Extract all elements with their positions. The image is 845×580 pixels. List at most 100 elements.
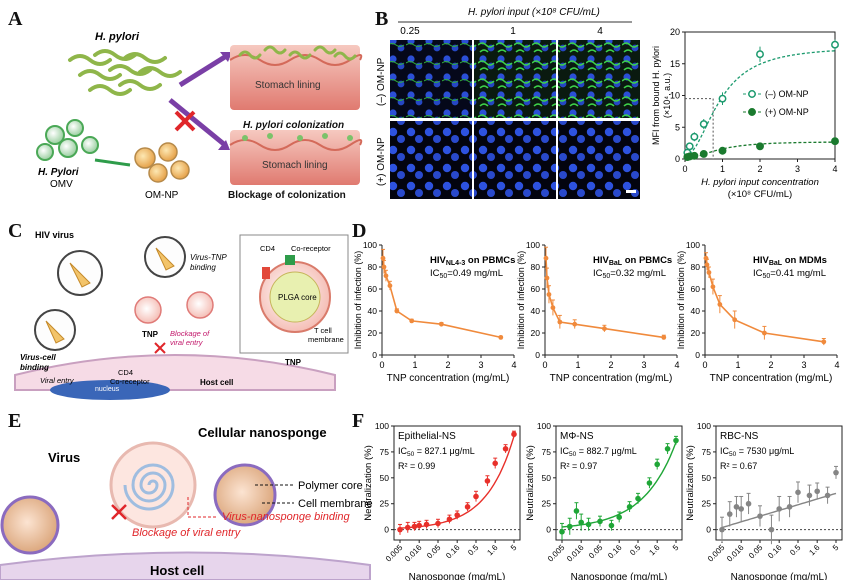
y-tick-label: 80 bbox=[368, 262, 378, 272]
data-point bbox=[795, 490, 801, 496]
b-row-label: (–) OM-NP bbox=[376, 57, 387, 106]
y-tick-label: 50 bbox=[542, 473, 552, 483]
data-point bbox=[719, 527, 725, 533]
y-tick-label: 15 bbox=[670, 59, 680, 69]
virus-icon bbox=[111, 443, 195, 527]
omnp-label: OM-NP bbox=[145, 190, 179, 201]
c-inset-cd4: CD4 bbox=[260, 244, 275, 253]
chart-title: Epithelial-NS bbox=[398, 431, 456, 442]
y-tick-label: 60 bbox=[368, 284, 378, 294]
hiv-virus-icon bbox=[35, 310, 75, 350]
plot-frame bbox=[556, 426, 682, 540]
x-axis-label: TNP concentration (mg/mL) bbox=[550, 373, 673, 384]
data-point bbox=[738, 506, 744, 512]
y-tick-label: 0 bbox=[372, 350, 377, 360]
data-point bbox=[705, 262, 710, 267]
y-tick-label: 100 bbox=[375, 421, 389, 431]
y-axis-label: MFI from bound H. pylori bbox=[651, 46, 661, 145]
cd4-receptor-icon bbox=[262, 267, 270, 279]
x-tick-label: 5 bbox=[671, 543, 681, 553]
chart-title: RBC-NS bbox=[720, 431, 759, 442]
data-point bbox=[424, 522, 430, 528]
data-point bbox=[661, 335, 666, 340]
x-tick-label: 3 bbox=[478, 360, 483, 370]
x-tick-label: 2 bbox=[768, 360, 773, 370]
arrow-icon bbox=[180, 55, 228, 85]
x-tick-label: 2 bbox=[757, 164, 762, 174]
tnp-particle-icon bbox=[135, 297, 161, 323]
ic50-label: IC50=0.49 mg/mL bbox=[430, 268, 503, 280]
c-virus-cell-label-1: Virus-cell bbox=[20, 353, 56, 362]
data-point bbox=[473, 494, 479, 500]
x-axis-label: TNP concentration (mg/mL) bbox=[387, 373, 510, 384]
x-tick-label: 1 bbox=[575, 360, 580, 370]
hpylori-bacteria-icon bbox=[70, 51, 180, 94]
x-tick-label: 5 bbox=[509, 543, 519, 553]
c-tcell-label-2: membrane bbox=[308, 335, 344, 344]
x-tick-label: 0.005 bbox=[384, 543, 405, 564]
data-point bbox=[388, 283, 393, 288]
data-point bbox=[405, 525, 411, 531]
data-point bbox=[691, 134, 697, 140]
y-tick-label: 5 bbox=[675, 122, 680, 132]
stomach-lining-top bbox=[230, 45, 361, 110]
x-tick-label: 1 bbox=[735, 360, 740, 370]
y-tick-label: 0 bbox=[384, 525, 389, 535]
x-tick-label: 3 bbox=[641, 360, 646, 370]
data-point bbox=[707, 270, 712, 275]
x-tick-label: 0.5 bbox=[628, 543, 643, 558]
data-point bbox=[665, 446, 671, 452]
x-tick-label: 2 bbox=[608, 360, 613, 370]
data-point bbox=[397, 527, 403, 533]
y-tick-label: 40 bbox=[531, 306, 541, 316]
c-blockage-label-1: Blockage of bbox=[170, 329, 210, 338]
y-axis-label: Neutralization (%) bbox=[525, 445, 536, 521]
data-point bbox=[586, 522, 592, 528]
data-point bbox=[787, 504, 793, 510]
data-point bbox=[732, 317, 737, 322]
x-tick-label: 0.05 bbox=[587, 543, 605, 561]
e-nanosponge-label: Cellular nanosponge bbox=[198, 425, 327, 440]
data-point bbox=[409, 319, 414, 324]
y-tick-label: 100 bbox=[526, 240, 540, 250]
b-col-label: 4 bbox=[597, 26, 603, 37]
x-tick-label: 0.016 bbox=[403, 543, 424, 564]
micrograph-image bbox=[474, 40, 556, 118]
data-point bbox=[447, 516, 453, 522]
data-point bbox=[572, 322, 577, 327]
x-tick-label: 0 bbox=[379, 360, 384, 370]
y-tick-label: 0 bbox=[706, 525, 711, 535]
data-point bbox=[381, 256, 386, 261]
y-tick-label: 0 bbox=[535, 350, 540, 360]
chart-title: HIVNL4-3 on PBMCs bbox=[430, 255, 515, 267]
y-tick-label: 25 bbox=[702, 499, 712, 509]
y-tick-label: 20 bbox=[670, 27, 680, 37]
b-row-label: (+) OM-NP bbox=[376, 137, 387, 186]
y-axis-label: Inhibition of infection (%) bbox=[516, 251, 526, 350]
x-tick-label: 0.5 bbox=[788, 543, 803, 558]
c-viral-entry-label: Viral entry bbox=[40, 376, 75, 385]
x-tick-label: 1.6 bbox=[485, 543, 500, 558]
blocked-arrow-icon bbox=[170, 100, 225, 145]
fit-curve bbox=[685, 51, 835, 156]
x-tick-label: 0.16 bbox=[606, 543, 624, 561]
r2-label: R² = 0.97 bbox=[560, 461, 597, 471]
y-tick-label: 100 bbox=[697, 421, 711, 431]
data-point bbox=[832, 42, 838, 48]
data-point bbox=[567, 524, 573, 530]
x-tick-label: 0.05 bbox=[425, 543, 443, 561]
blockage-label: Blockage of colonization bbox=[228, 190, 346, 201]
y-tick-label: 25 bbox=[542, 499, 552, 509]
block-x-icon bbox=[155, 343, 165, 353]
legend-marker bbox=[749, 109, 755, 115]
x-tick-label: 0.5 bbox=[466, 543, 481, 558]
y-axis-label: (×10⁴, a.u.) bbox=[662, 73, 672, 118]
x-tick-label: 4 bbox=[832, 164, 837, 174]
y-tick-label: 75 bbox=[542, 447, 552, 457]
x-tick-label: 4 bbox=[834, 360, 839, 370]
x-tick-label: 0.16 bbox=[444, 543, 462, 561]
